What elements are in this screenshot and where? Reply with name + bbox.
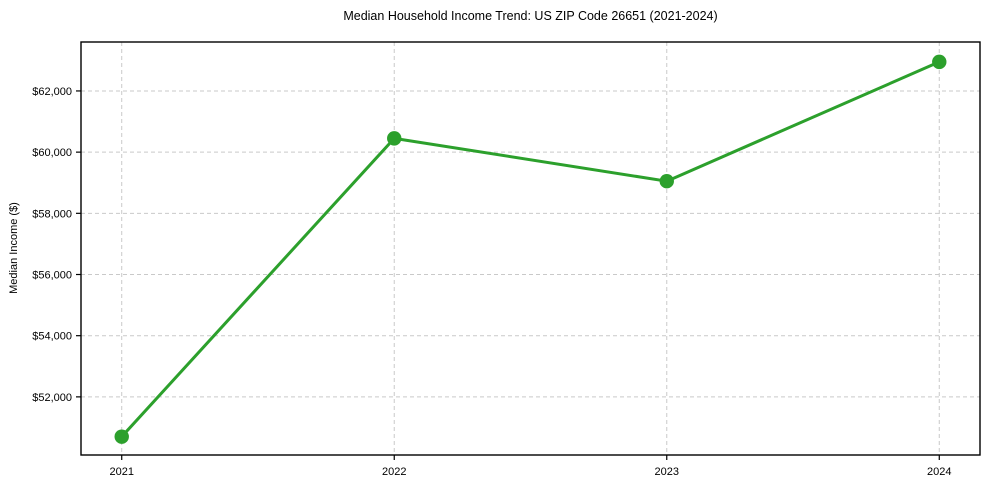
data-point-marker-2024 (932, 54, 947, 70)
y-tick-label: $52,000 (32, 392, 72, 404)
plot-border (80, 41, 981, 456)
y-tick-label: $58,000 (32, 208, 72, 220)
y-tick-label: $62,000 (32, 86, 72, 98)
x-tick-label: 2023 (655, 466, 679, 478)
y-tick-label: $54,000 (32, 331, 72, 343)
data-point-marker-2023 (659, 173, 674, 189)
x-tick-label: 2024 (927, 466, 951, 478)
x-tick-label: 2021 (109, 466, 133, 478)
y-tick-label: $56,000 (32, 270, 72, 282)
income-trend-line (120, 60, 941, 439)
data-point-marker-2022 (387, 131, 402, 146)
chart-title: Median Household Income Trend: US ZIP Co… (343, 9, 718, 23)
data-point-marker-2021 (114, 429, 129, 444)
x-tick-label: 2022 (382, 466, 406, 478)
y-tick-label: $60,000 (32, 147, 72, 159)
